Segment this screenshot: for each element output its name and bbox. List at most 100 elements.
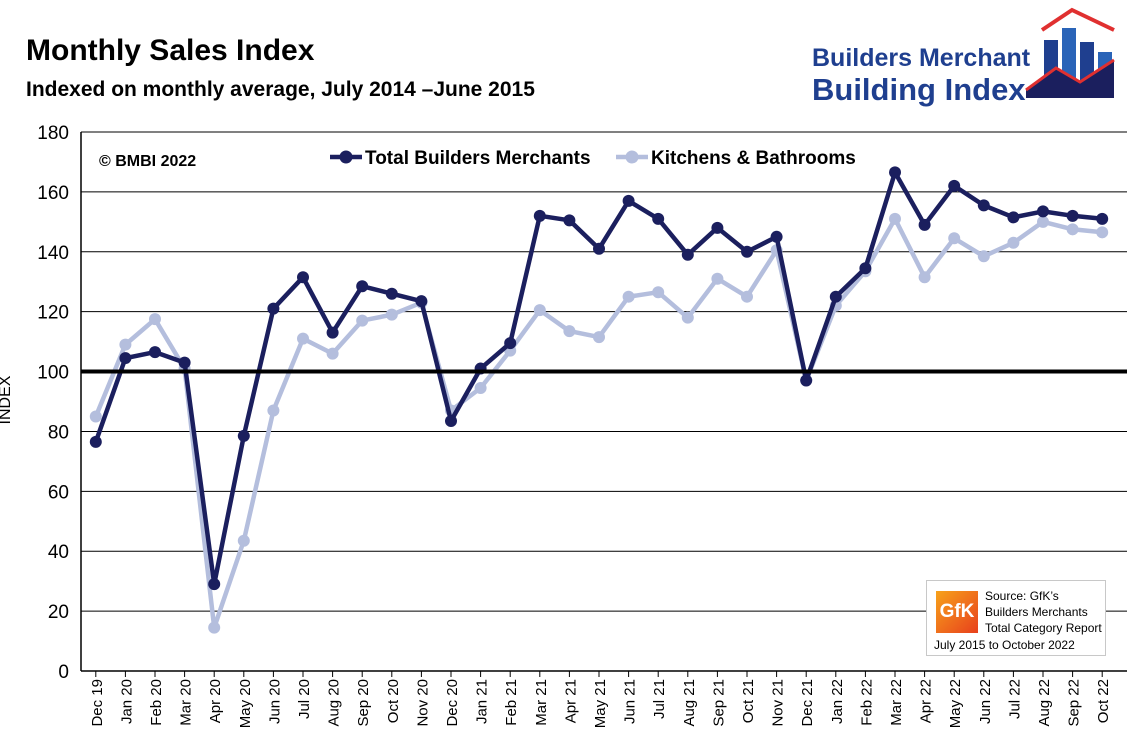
x-tick-label: Feb 22 [858, 679, 875, 726]
data-point [208, 621, 221, 634]
x-tick-label: Sep 20 [355, 679, 372, 727]
y-tick-label: 80 [48, 422, 69, 443]
chart-title: Monthly Sales Index [26, 34, 315, 67]
x-tick-label: Aug 21 [681, 679, 698, 727]
data-point [149, 313, 161, 326]
data-point [1066, 223, 1079, 236]
data-point [681, 248, 694, 261]
chart-subtitle: Indexed on monthly average, July 2014 –J… [26, 78, 535, 101]
data-point [741, 290, 753, 303]
x-tick-label: Jun 20 [266, 679, 283, 724]
x-tick-label: Jul 20 [296, 679, 313, 719]
y-tick-label: 140 [37, 243, 69, 264]
x-tick-label: Jul 21 [651, 679, 668, 719]
data-point [326, 326, 339, 339]
data-point [977, 250, 990, 263]
source-text: Source: GfK’s Builders Merchants Total C… [985, 588, 1102, 636]
x-tick-label: Apr 22 [918, 679, 935, 723]
x-tick-label: May 21 [592, 679, 609, 728]
data-point [800, 374, 813, 387]
data-point [208, 578, 221, 591]
data-point [829, 290, 842, 303]
legend-label: Kitchens & Bathrooms [651, 148, 856, 169]
data-point [918, 218, 931, 231]
data-point [297, 332, 309, 345]
data-point [593, 242, 605, 255]
x-tick-label: Jun 21 [622, 679, 639, 724]
data-point [622, 290, 635, 303]
x-tick-label: Feb 20 [148, 679, 165, 726]
data-point [385, 308, 398, 321]
data-point [1096, 226, 1109, 239]
data-point [741, 245, 753, 258]
data-point [1037, 215, 1049, 228]
data-point [859, 262, 872, 275]
x-tick-label: May 20 [237, 679, 254, 728]
x-tick-label: May 22 [947, 679, 964, 728]
data-point [237, 429, 250, 442]
x-tick-label: Mar 20 [178, 679, 195, 726]
y-tick-label: 100 [37, 363, 69, 384]
source-box: GfK Source: GfK’s Builders Merchants Tot… [926, 580, 1106, 656]
source-period: July 2015 to October 2022 [934, 638, 1075, 652]
x-tick-label: Aug 20 [326, 679, 343, 727]
x-tick-label: Mar 22 [888, 679, 905, 726]
data-point [504, 337, 517, 350]
data-point [711, 221, 724, 234]
y-tick-label: 20 [48, 602, 69, 623]
data-point [1007, 211, 1020, 224]
data-point [977, 199, 990, 212]
y-tick-label: 160 [37, 183, 69, 204]
x-tick-label: Jul 22 [1006, 679, 1023, 719]
data-point [119, 338, 132, 351]
data-point [356, 314, 369, 327]
data-point [593, 331, 605, 344]
x-tick-label: Nov 21 [770, 679, 787, 727]
x-tick-label: Oct 22 [1095, 679, 1112, 723]
data-point [889, 212, 901, 225]
x-tick-label: Apr 21 [562, 679, 579, 723]
x-tick-label: Jan 22 [829, 679, 846, 724]
data-point [711, 272, 724, 285]
x-tick-label: Nov 20 [414, 679, 431, 727]
data-point [326, 347, 339, 360]
source-line: Source: GfK’s [985, 589, 1059, 603]
data-point [563, 214, 576, 227]
data-point [297, 271, 309, 284]
data-point [563, 325, 576, 338]
data-point [415, 295, 428, 308]
y-axis-label: INDEX [0, 375, 14, 424]
y-tick-label: 120 [37, 303, 69, 324]
source-line: Total Category Report [985, 621, 1102, 635]
y-tick-label: 60 [48, 482, 69, 503]
logo-text-line2: Building Index [812, 72, 1026, 107]
source-line: Builders Merchants [985, 605, 1088, 619]
x-tick-label: Dec 21 [799, 679, 816, 727]
data-point [119, 352, 132, 365]
x-tick-label: Dec 19 [89, 679, 106, 727]
x-tick-label: Jun 22 [977, 679, 994, 724]
legend-marker [339, 150, 353, 164]
data-point [385, 287, 398, 300]
logo-text-line1: Builders Merchant [812, 44, 1031, 72]
data-point [267, 302, 280, 315]
data-point [652, 212, 665, 225]
x-tick-label: Sep 21 [710, 679, 727, 727]
gfk-logo: GfK [936, 591, 978, 633]
x-tick-label: Mar 21 [533, 679, 550, 726]
legend-label: Total Builders Merchants [365, 148, 591, 169]
y-tick-label: 40 [48, 542, 69, 563]
x-tick-label: Oct 20 [385, 679, 402, 723]
x-tick-label: Apr 20 [207, 679, 224, 723]
data-point [948, 232, 961, 245]
x-tick-label: Dec 20 [444, 679, 461, 727]
data-point [948, 179, 961, 192]
legend-marker [625, 150, 639, 164]
x-tick-label: Jan 21 [474, 679, 491, 724]
data-point [889, 166, 901, 179]
data-point [1037, 205, 1049, 218]
x-tick-label: Jan 20 [118, 679, 135, 724]
data-point [1066, 209, 1079, 222]
copyright-text: © BMBI 2022 [99, 153, 196, 170]
data-point [681, 311, 694, 324]
